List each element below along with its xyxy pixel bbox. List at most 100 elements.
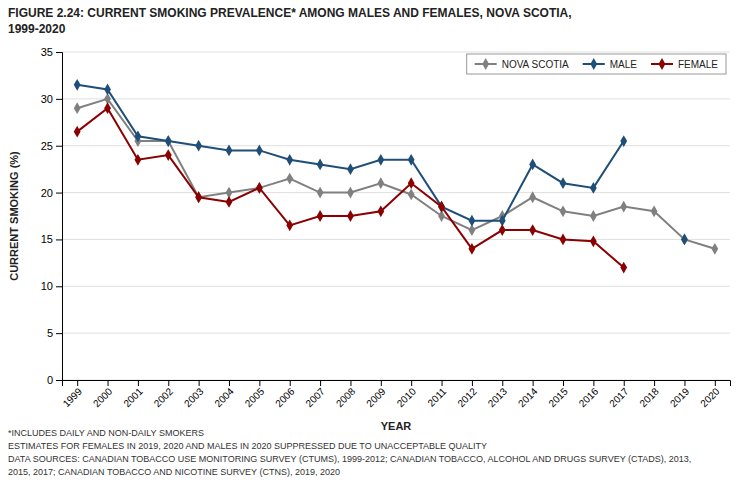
tick: 0 <box>47 374 62 386</box>
tick-mark <box>108 380 109 386</box>
marker <box>408 189 415 201</box>
subtitle: 1999-2020 <box>8 22 66 36</box>
tick-mark <box>654 380 655 386</box>
legend-label: MALE <box>610 59 638 70</box>
marker <box>529 159 536 171</box>
marker <box>74 79 81 91</box>
tick: 2001 <box>121 380 145 409</box>
marker <box>74 126 81 138</box>
tick-mark <box>56 333 62 334</box>
tick-label: 2011 <box>425 385 448 408</box>
legend-box <box>467 54 726 74</box>
marker <box>377 177 384 189</box>
tick-label: 2004 <box>212 385 236 409</box>
tick-label: 2006 <box>273 385 297 409</box>
legend-item: MALE <box>583 58 638 70</box>
legend-item: FEMALE <box>651 58 718 70</box>
tick: 30 <box>41 93 62 105</box>
tick: 2004 <box>212 380 236 409</box>
marker <box>135 130 142 142</box>
marker <box>590 235 597 247</box>
marker <box>195 140 202 152</box>
grid-line <box>62 192 730 193</box>
tick-mark <box>138 380 139 386</box>
tick: 2010 <box>395 380 419 409</box>
marker <box>711 243 718 255</box>
line <box>77 99 715 249</box>
tick-label: 2017 <box>607 385 631 409</box>
marker <box>560 234 567 246</box>
tick: 2003 <box>182 380 206 409</box>
marker <box>620 262 627 274</box>
marker <box>347 187 354 199</box>
tick-mark <box>472 380 473 386</box>
tick: 2017 <box>607 380 631 409</box>
marker <box>347 163 354 175</box>
marker <box>681 234 688 246</box>
tick-mark <box>533 380 534 386</box>
marker <box>377 205 384 217</box>
tick-label: 0 <box>47 374 53 386</box>
x-axis-title: YEAR <box>381 420 412 432</box>
tick: 15 <box>41 233 62 245</box>
legend-item: NOVA SCOTIA <box>475 58 569 70</box>
marker <box>286 173 293 185</box>
tick: 2006 <box>273 380 297 409</box>
marker <box>620 135 627 147</box>
legend-label: NOVA SCOTIA <box>502 59 569 70</box>
marker <box>620 201 627 213</box>
series <box>74 79 688 245</box>
marker <box>560 205 567 217</box>
tick-mark <box>56 146 62 147</box>
tick-mark <box>56 99 62 100</box>
tick-mark <box>56 52 62 53</box>
tick-mark <box>56 286 62 287</box>
tick: 35 <box>41 46 62 58</box>
tick-mark <box>168 380 169 386</box>
tick-label: 2020 <box>698 385 722 409</box>
tick-mark <box>229 380 230 386</box>
marker <box>408 177 415 189</box>
tick-mark <box>320 380 321 386</box>
axis-line <box>63 381 731 387</box>
tick-label: 2008 <box>334 385 358 409</box>
x-axis: 1999200020012002200320042005200620072008… <box>61 380 731 409</box>
legend-marker <box>659 58 666 70</box>
marker <box>590 210 597 222</box>
marker <box>499 224 506 236</box>
axis-line <box>56 53 63 381</box>
series <box>74 102 627 273</box>
tick: 2007 <box>303 380 327 409</box>
tick-mark <box>199 380 200 386</box>
tick-label: 2000 <box>91 385 115 409</box>
grid-line <box>62 286 730 287</box>
marker <box>529 191 536 203</box>
tick-mark <box>381 380 382 386</box>
marker <box>469 215 476 227</box>
marker <box>317 159 324 171</box>
marker <box>135 154 142 166</box>
marker <box>165 135 172 147</box>
tick-mark <box>593 380 594 386</box>
tick-label: 25 <box>41 140 53 152</box>
marker <box>256 145 263 157</box>
tick: 2019 <box>668 380 692 409</box>
tick: 2012 <box>455 380 479 409</box>
footnote: *INCLUDES DAILY AND NON-DAILY SMOKERS <box>8 428 204 438</box>
grid-line <box>62 145 730 146</box>
tick-mark <box>442 380 443 386</box>
grid <box>62 52 730 380</box>
marker <box>438 201 445 213</box>
tick-label: 2016 <box>577 385 601 409</box>
marker <box>195 191 202 203</box>
marker <box>104 84 111 96</box>
tick-label: 2007 <box>303 385 327 409</box>
tick-mark <box>259 380 260 386</box>
tick-label: 2009 <box>364 385 388 409</box>
marker <box>529 224 536 236</box>
tick-label: 15 <box>41 233 53 245</box>
tick: 5 <box>47 327 62 339</box>
tick: 10 <box>41 280 62 292</box>
marker <box>226 145 233 157</box>
line <box>77 108 624 267</box>
